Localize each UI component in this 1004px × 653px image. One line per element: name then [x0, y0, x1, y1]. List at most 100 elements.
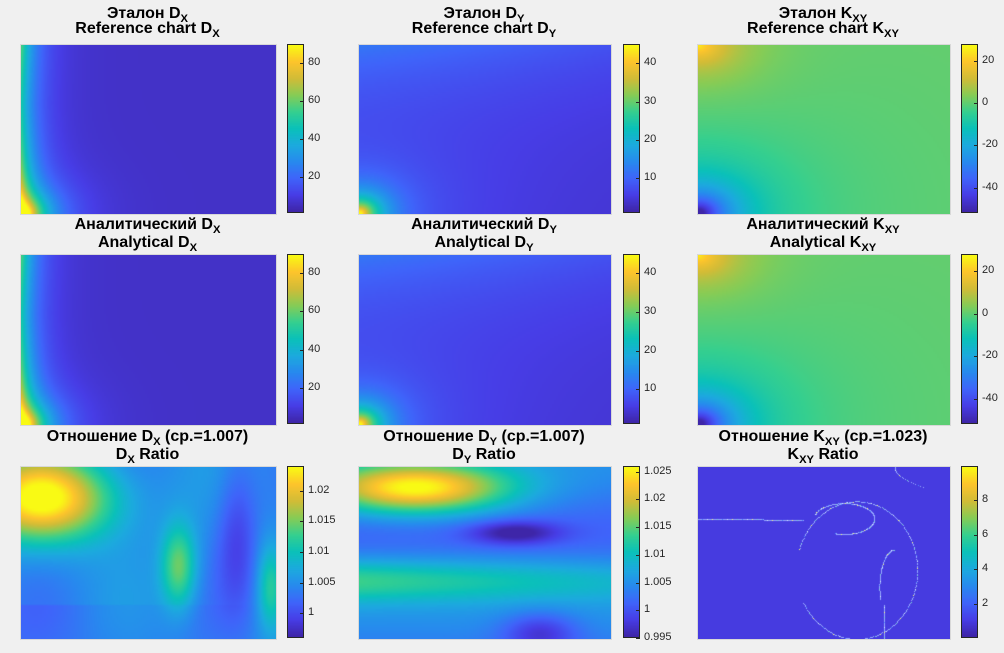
chart-title-ru-text: Эталон D	[107, 5, 181, 22]
chart-title-ru-text: Отношение D	[383, 428, 490, 445]
chart-title-en: Reference chart DY	[358, 20, 610, 40]
colorbar-tick-mark	[300, 388, 304, 389]
colorbar-tick-mark	[300, 139, 304, 140]
colorbar-tick-mark	[300, 491, 304, 492]
colorbar-tick-mark	[974, 145, 978, 146]
colorbar-tick-label: 1.005	[644, 576, 672, 588]
colorbar-tick-mark	[974, 188, 978, 189]
chart-title-ru: Отношение DY (ср.=1.007)	[358, 428, 610, 448]
colorbar-tick-label: 1.01	[644, 548, 666, 560]
chart-title-en-subscript: Y	[463, 454, 472, 466]
colorbar-tick-label: 1.015	[644, 520, 672, 532]
chart-title-en: Analytical KXY	[697, 234, 949, 254]
colorbar-tick-mark	[636, 140, 640, 141]
chart-title-en-subscript: Y	[526, 242, 534, 254]
colorbar-tick-mark	[300, 552, 304, 553]
colorbar-tick-label: 2	[982, 597, 989, 609]
colorbar	[623, 44, 640, 213]
chart-title-en-subscript: Y	[548, 28, 557, 40]
chart-title-ru-subscript: XY	[852, 13, 868, 25]
colorbar-tick-label: 40	[308, 132, 321, 144]
colorbar-tick-label: 80	[308, 266, 321, 278]
colorbar-tick-mark	[974, 61, 978, 62]
colorbar-tick-label: 20	[644, 344, 657, 356]
colorbar-tick-label: 0	[982, 96, 989, 108]
chart-title-en-suffix: Ratio	[471, 446, 516, 463]
colorbar-tick-mark	[300, 63, 304, 64]
colorbar-tick-label: -40	[982, 392, 998, 404]
chart-title-en-text: Analytical K	[769, 234, 862, 251]
colorbar	[961, 254, 978, 424]
colorbar-tick-label: 40	[644, 56, 657, 68]
chart-title-ru: Эталон DY	[358, 5, 610, 25]
colorbar-tick-label: 40	[308, 343, 321, 355]
colorbar-tick-label: 60	[308, 304, 321, 316]
colorbar-tick-mark	[636, 555, 640, 556]
colorbar-tick-label: 1.01	[308, 545, 330, 557]
chart-title-en: KXY Ratio	[697, 446, 949, 466]
chart-title-en-subscript: X	[189, 242, 198, 254]
colorbar-tick-mark	[974, 103, 978, 104]
colorbar-tick-mark	[300, 273, 304, 274]
chart-title-ru-suffix: (ср.=1.007)	[160, 428, 249, 445]
chart-title-en-text: K	[787, 446, 800, 463]
chart-title-ru: Аналитический DY	[358, 216, 610, 236]
chart-title-en-text: Reference chart D	[411, 20, 549, 37]
colorbar-tick-mark	[974, 535, 978, 536]
chart-title-ru-text: Аналитический D	[74, 216, 213, 233]
chart-title-ru-subscript: XY	[884, 224, 900, 236]
colorbar-tick-label: 1	[644, 603, 651, 615]
colorbar-tick-label: 20	[982, 54, 995, 66]
chart-title-en: Analytical DY	[358, 234, 610, 254]
colorbar-tick-mark	[300, 583, 304, 584]
colorbar	[623, 466, 640, 638]
chart-title-en: Reference chart KXY	[697, 20, 949, 40]
chart-title-ru: Отношение DX (ср.=1.007)	[20, 428, 275, 448]
chart-title-en-subscript: XY	[861, 242, 877, 254]
chart-title-en-subscript: XY	[884, 28, 899, 40]
colorbar	[623, 254, 640, 424]
colorbar-tick-mark	[974, 314, 978, 315]
chart-title-en-text: Analytical D	[434, 234, 527, 251]
colorbar-tick-mark	[300, 311, 304, 312]
chart-title-ru: Отношение KXY (ср.=1.023)	[697, 428, 949, 448]
colorbar-tick-mark	[636, 472, 640, 473]
heatmap-image	[20, 44, 277, 215]
chart-title-en: Reference chart DX	[20, 20, 275, 40]
chart-title-ru-text: Отношение K	[718, 428, 825, 445]
colorbar-tick-mark	[636, 638, 640, 639]
colorbar-tick-label: 0	[982, 307, 989, 319]
colorbar-tick-label: 1.025	[644, 465, 672, 477]
chart-title-ru: Аналитический DX	[20, 216, 275, 236]
colorbar-tick-label: 1.015	[308, 514, 336, 526]
chart-title-en-text: Analytical D	[97, 234, 190, 251]
colorbar-tick-mark	[300, 177, 304, 178]
colorbar-tick-mark	[974, 569, 978, 570]
chart-title-en-text: Reference chart K	[747, 20, 884, 37]
colorbar-tick-mark	[974, 500, 978, 501]
colorbar	[961, 44, 978, 213]
colorbar-tick-label: 10	[644, 171, 657, 183]
colorbar-tick-label: -40	[982, 181, 998, 193]
colorbar-tick-label: 10	[644, 382, 657, 394]
chart-title-ru-suffix: (ср.=1.023)	[839, 428, 928, 445]
colorbar-tick-label: 20	[644, 133, 657, 145]
colorbar-tick-mark	[636, 499, 640, 500]
colorbar-tick-mark	[300, 101, 304, 102]
colorbar-tick-mark	[636, 583, 640, 584]
colorbar-tick-label: 20	[982, 264, 995, 276]
heatmap-image	[20, 466, 277, 640]
chart-title-ru-text: Эталон K	[778, 5, 853, 22]
colorbar-tick-label: 20	[308, 170, 321, 182]
colorbar-tick-label: 30	[644, 305, 657, 317]
colorbar-tick-mark	[636, 527, 640, 528]
chart-title-en-text: D	[452, 446, 464, 463]
colorbar-tick-mark	[636, 351, 640, 352]
heatmap-image	[697, 466, 951, 640]
colorbar-tick-label: 1	[308, 606, 315, 618]
colorbar	[961, 466, 978, 638]
colorbar-tick-label: 6	[982, 528, 989, 540]
chart-title-ru-subscript: Y	[517, 13, 525, 25]
chart-title-en: Analytical DX	[20, 234, 275, 254]
colorbar-tick-mark	[636, 102, 640, 103]
